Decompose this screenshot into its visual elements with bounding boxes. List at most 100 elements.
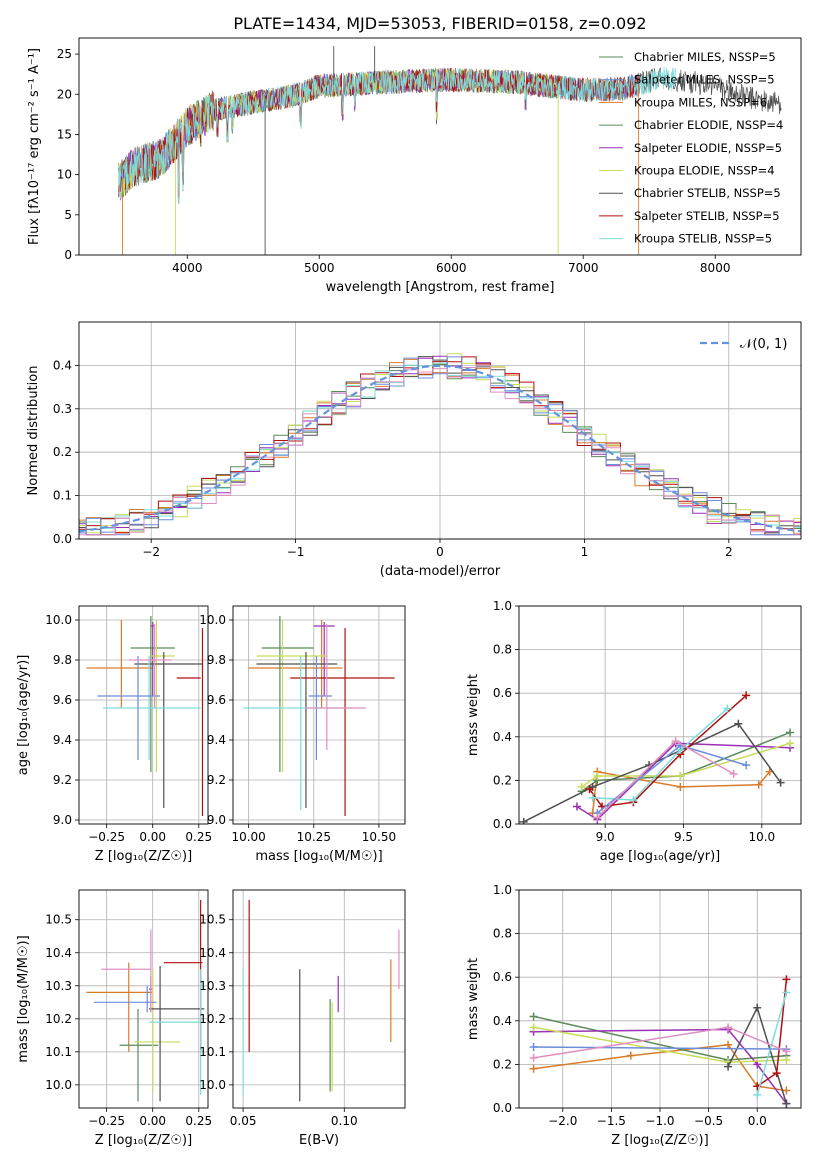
y-tick-label: 0.8 — [493, 643, 512, 657]
plot-frame — [518, 889, 802, 1109]
weight-marker — [724, 1062, 733, 1071]
x-tick-label: 0.25 — [185, 830, 212, 844]
y-tick-label: 15 — [57, 127, 72, 141]
weight-line — [581, 742, 791, 788]
y-tick-label: 25 — [57, 47, 72, 61]
weight-line — [756, 992, 788, 1096]
y-tick-label: 9.4 — [207, 733, 226, 747]
weight-line — [533, 1028, 788, 1105]
x-axis-label: mass [log₁₀(M/M☉)] — [255, 849, 382, 864]
x-tick-label: 9.5 — [674, 830, 693, 844]
x-tick-label: −2.0 — [548, 1114, 577, 1128]
errorbars — [86, 899, 205, 1102]
weight-marker — [782, 1056, 791, 1065]
legend-label: Kroupa ELODIE, NSSP=4 — [634, 164, 775, 178]
x-tick-label: 0.05 — [230, 1114, 257, 1128]
y-tick-label: 20 — [57, 87, 72, 101]
y-tick-label: 10.2 — [45, 1012, 72, 1026]
x-axis-label: Z [log₁₀(Z/Z☉)] — [95, 849, 192, 864]
weight-marker — [782, 975, 791, 984]
x-tick-label: −1.0 — [645, 1114, 674, 1128]
x-tick-label: 10.50 — [362, 830, 396, 844]
x-tick-label: 0.10 — [331, 1114, 358, 1128]
x-tick-label: 10.0 — [748, 830, 775, 844]
plot-frame — [232, 889, 406, 1109]
y-tick-label: 10 — [57, 168, 72, 182]
weight-marker — [782, 1047, 791, 1056]
histogram-series — [79, 364, 801, 536]
legend-label: Kroupa MILES, NSSP=6 — [634, 95, 767, 109]
weight-marker — [676, 772, 685, 781]
legend-label: 𝒩(0, 1) — [740, 337, 787, 352]
weight-marker — [724, 1023, 733, 1032]
weight-marker — [577, 782, 586, 791]
weight-marker — [753, 1003, 762, 1012]
x-tick-label: 10.25 — [297, 830, 331, 844]
weight-vs-Z-chart: −2.0 −1.5 −1.0 −0.5 0.0 0.0 0.2 0.4 0.6 0.8 1.0 Z [… — [466, 883, 802, 1148]
y-tick-label: 9.2 — [207, 773, 226, 787]
x-tick-label: 0.00 — [139, 830, 166, 844]
plot-frame — [78, 605, 209, 825]
age-vs-Z-chart: −0.25 0.00 0.25 9.0 9.2 9.4 9.6 9.8 10.0 Z [log₁₀… — [16, 605, 212, 864]
y-axis-label: mass weight — [466, 674, 481, 756]
weight-marker — [782, 1086, 791, 1095]
y-axis-label: Flux [fλ10⁻¹⁷ erg cm⁻² s⁻¹ A⁻¹] — [27, 48, 42, 245]
x-tick-label: 7000 — [568, 261, 599, 275]
weight-marker — [772, 1069, 781, 1078]
x-tick-label: 9.0 — [596, 830, 615, 844]
y-tick-label: 10.1 — [199, 1045, 226, 1059]
y-tick-label: 0.4 — [493, 730, 512, 744]
weight-marker — [676, 782, 685, 791]
y-tick-label: 9.8 — [53, 653, 72, 667]
weight-line — [533, 1046, 787, 1050]
y-tick-label: 10.0 — [199, 613, 226, 627]
weight-marker — [529, 1064, 538, 1073]
x-tick-label: −1 — [287, 545, 305, 559]
normal-curve — [79, 364, 801, 533]
x-tick-label: 5000 — [304, 261, 335, 275]
errorbars — [243, 616, 395, 816]
x-tick-label: −0.5 — [694, 1114, 723, 1128]
weight-marker — [588, 793, 597, 802]
weight-series — [519, 691, 795, 824]
x-axis-label: Z [log₁₀(Z/Z☉)] — [611, 1133, 708, 1148]
y-tick-label: 0.4 — [53, 358, 72, 372]
plot-frame — [232, 605, 406, 825]
x-tick-label: 4000 — [172, 261, 203, 275]
x-tick-label: −0.25 — [88, 830, 125, 844]
weight-marker — [629, 796, 638, 805]
weight-marker — [519, 817, 528, 824]
weight-line — [591, 770, 771, 814]
weight-marker — [585, 785, 594, 794]
weight-marker — [572, 802, 581, 811]
x-tick-label: −2 — [142, 545, 160, 559]
y-tick-label: 10.3 — [199, 979, 226, 993]
weight-marker — [593, 772, 602, 781]
x-axis-label: Z [log₁₀(Z/Z☉)] — [95, 1133, 192, 1148]
y-tick-label: 10.3 — [45, 979, 72, 993]
plot-frame — [518, 605, 802, 825]
errorbars — [242, 899, 400, 1102]
y-tick-label: 9.8 — [207, 653, 226, 667]
age-vs-mass-chart: 10.00 10.25 10.50 9.0 9.2 9.4 9.6 9.8 10.0 mass [… — [199, 605, 406, 864]
x-tick-label: 0 — [436, 545, 444, 559]
x-axis-label: wavelength [Angstrom, rest frame] — [326, 280, 555, 295]
y-axis-label: age [log₁₀(age/yr)] — [16, 655, 31, 776]
weight-marker — [786, 728, 795, 737]
y-tick-label: 10.5 — [45, 913, 72, 927]
y-tick-label: 10.0 — [199, 1078, 226, 1092]
y-tick-label: 0.2 — [493, 1057, 512, 1071]
histogram-series — [79, 362, 801, 536]
x-axis-label: (data-model)/error — [380, 564, 501, 579]
x-axis-label: age [log₁₀(age/yr)] — [600, 849, 721, 864]
histogram-series — [79, 358, 801, 536]
y-tick-label: 10.4 — [199, 946, 226, 960]
weight-marker — [626, 1051, 635, 1060]
y-tick-label: 10.0 — [45, 613, 72, 627]
y-tick-label: 1.0 — [493, 599, 512, 613]
weight-marker — [529, 1042, 538, 1051]
residuals-chart: −2 −1 0 1 2 0.0 0.1 0.2 0.3 0.4 (data-model)/error… — [26, 321, 802, 579]
legend-label: Chabrier MILES, NSSP=5 — [634, 50, 776, 64]
weight-marker — [786, 739, 795, 748]
